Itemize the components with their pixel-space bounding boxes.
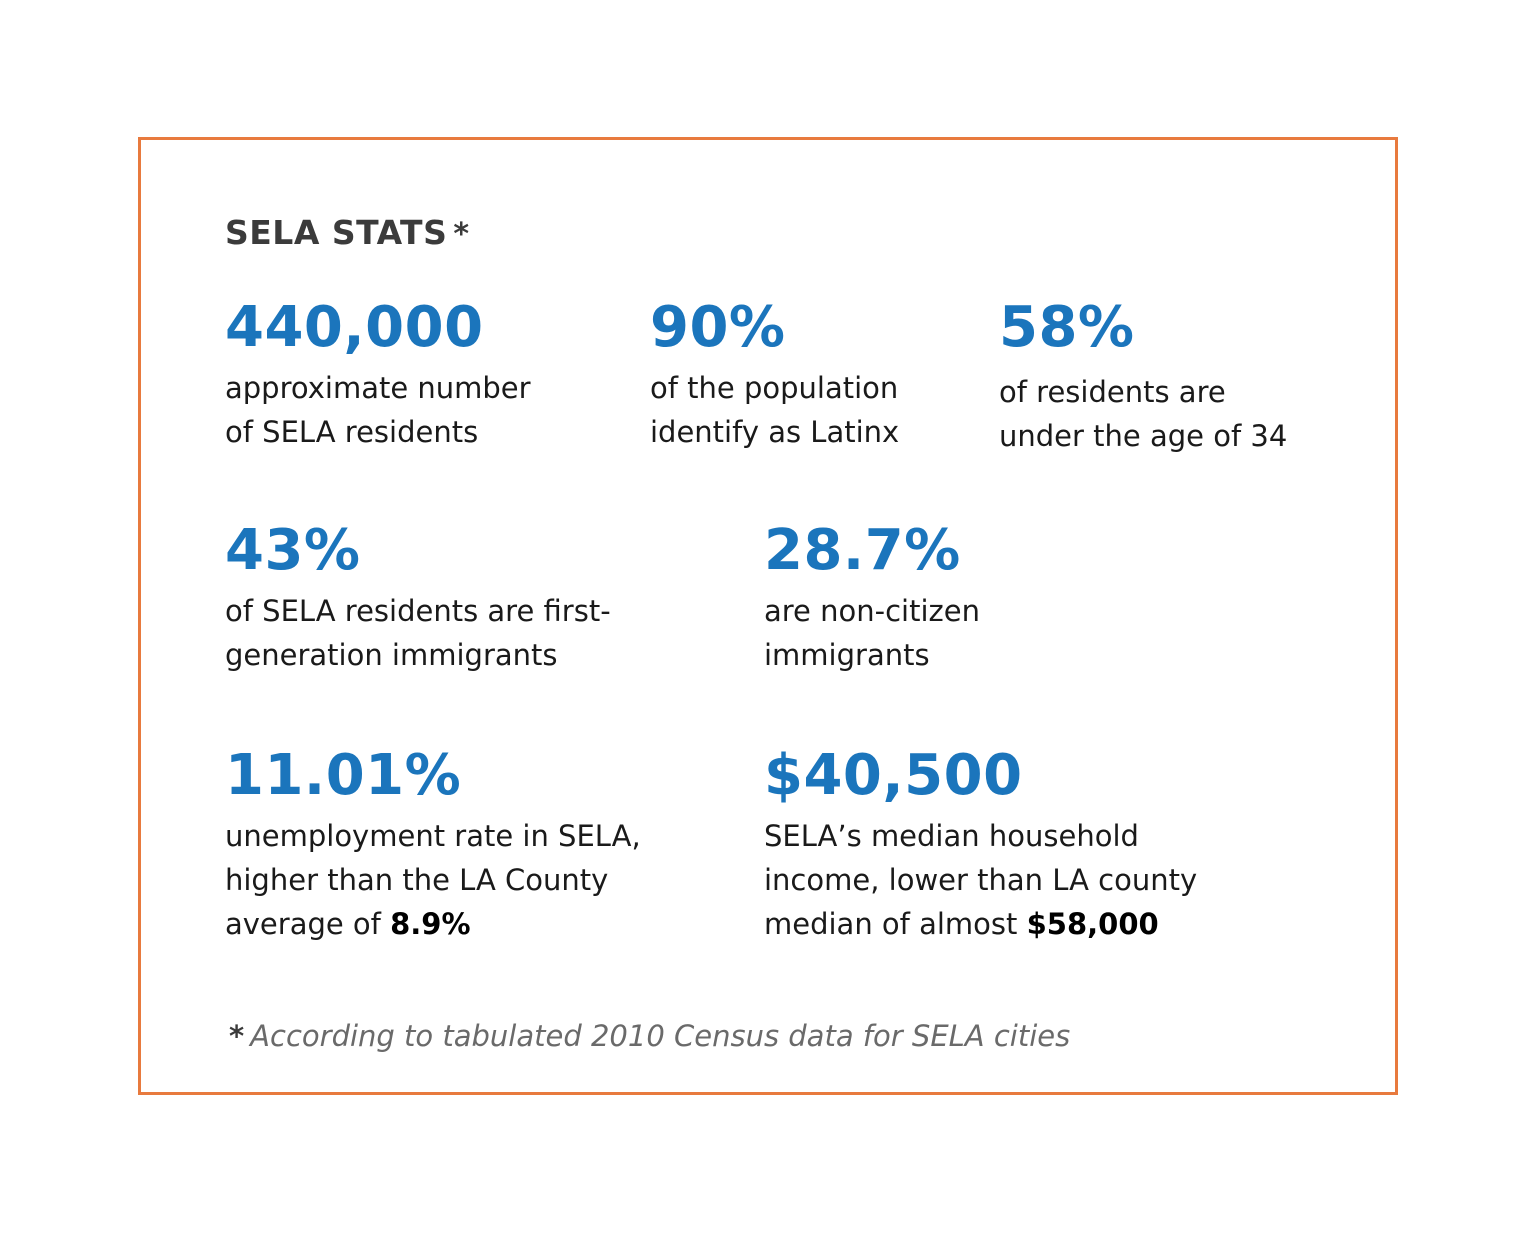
stat-desc-line: of SELA residents are first- <box>225 594 611 628</box>
stat-desc-line: identify as Latinx <box>650 415 900 449</box>
stat-desc-line: unemployment rate in SELA, <box>225 819 641 853</box>
stat-value: 43% <box>225 518 361 583</box>
stat-age: 58% of residents are under the age of 34 <box>999 300 1287 458</box>
stat-description: unemployment rate in SELA, higher than t… <box>225 814 641 946</box>
footnote-asterisk: * <box>229 1019 245 1053</box>
stat-desc-line: median of almost $58,000 <box>764 902 1197 946</box>
stat-desc-line: of residents are <box>999 375 1226 409</box>
stat-desc-prefix: median of almost <box>764 907 1027 941</box>
stats-box-frame <box>138 137 1398 1095</box>
footnote: * According to tabulated 2010 Census data… <box>229 1019 1070 1053</box>
heading-title: SELA STATS <box>225 213 448 252</box>
stat-desc-line: of the population <box>650 371 899 405</box>
stat-description: SELA’s median household income, lower th… <box>764 814 1197 946</box>
stat-desc-emphasis: $58,000 <box>1026 907 1159 941</box>
stat-description: of SELA residents are first- generation … <box>225 589 611 677</box>
stat-value: 11.01% <box>225 743 462 808</box>
stat-non-citizen: 28.7% are non-citizen immigrants <box>764 523 980 677</box>
stat-desc-line: approximate number <box>225 371 531 405</box>
stats-heading: SELA STATS * <box>225 213 470 252</box>
stat-desc-line: generation immigrants <box>225 638 558 672</box>
stat-desc-line: higher than the LA County <box>225 863 609 897</box>
stat-description: approximate number of SELA residents <box>225 366 531 454</box>
stat-desc-emphasis: 8.9% <box>390 907 471 941</box>
stat-description: of residents are under the age of 34 <box>999 370 1287 458</box>
stat-median-income: $40,500 SELA’s median household income, … <box>764 748 1197 946</box>
stat-latinx: 90% of the population identify as Latinx <box>650 300 899 454</box>
footnote-text: According to tabulated 2010 Census data … <box>250 1019 1071 1053</box>
stat-desc-line: SELA’s median household <box>764 819 1139 853</box>
stat-desc-line: immigrants <box>764 638 930 672</box>
heading-asterisk: * <box>453 217 470 252</box>
stat-first-generation: 43% of SELA residents are first- generat… <box>225 523 611 677</box>
stat-desc-line: are non-citizen <box>764 594 980 628</box>
stat-description: are non-citizen immigrants <box>764 589 980 677</box>
stat-residents: 440,000 approximate number of SELA resid… <box>225 300 531 454</box>
stat-desc-line: average of 8.9% <box>225 902 641 946</box>
stat-value: 58% <box>999 295 1135 360</box>
stat-value: $40,500 <box>764 743 1023 808</box>
stat-unemployment: 11.01% unemployment rate in SELA, higher… <box>225 748 641 946</box>
stat-value: 440,000 <box>225 295 484 360</box>
stat-desc-line: under the age of 34 <box>999 419 1288 453</box>
stat-desc-prefix: average of <box>225 907 391 941</box>
stat-value: 90% <box>650 295 786 360</box>
stat-desc-line: of SELA residents <box>225 415 479 449</box>
stat-value: 28.7% <box>764 518 961 583</box>
stat-desc-line: income, lower than LA county <box>764 863 1198 897</box>
stat-description: of the population identify as Latinx <box>650 366 899 454</box>
